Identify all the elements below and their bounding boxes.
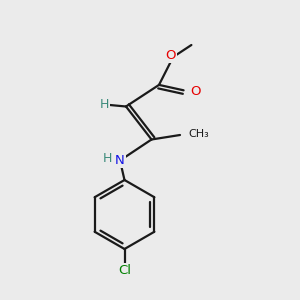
Text: N: N [115,154,125,167]
Text: H: H [103,152,112,165]
Text: O: O [165,49,176,62]
Text: H: H [100,98,109,112]
Text: Cl: Cl [118,264,131,277]
Text: CH₃: CH₃ [188,129,209,140]
Text: O: O [190,85,201,98]
